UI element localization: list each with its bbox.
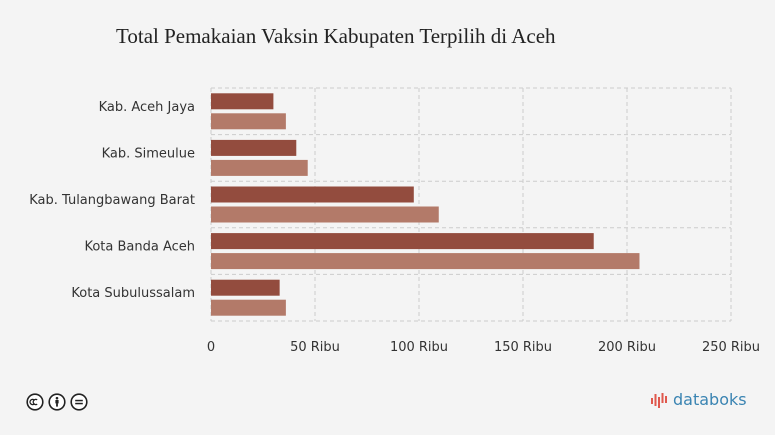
x-tick-label: 50 Ribu <box>290 340 340 355</box>
grid-layer <box>210 87 732 322</box>
x-tick-label: 150 Ribu <box>494 340 552 355</box>
x-tick-labels: 0 50 Ribu 100 Ribu 150 Ribu 200 Ribu 250 Ribu <box>207 340 760 355</box>
databoks-logo-bars-icon <box>651 392 667 408</box>
bar-series-2[interactable] <box>211 206 439 223</box>
bar-series-1[interactable] <box>211 279 280 296</box>
bar-series-1[interactable] <box>211 93 274 110</box>
x-tick-label: 250 Ribu <box>702 340 760 355</box>
bar-series-2[interactable] <box>211 113 286 130</box>
x-tick-label: 200 Ribu <box>598 340 656 355</box>
bar-series-1[interactable] <box>211 233 594 250</box>
bar-series-1[interactable] <box>211 139 297 156</box>
x-tick-label: 100 Ribu <box>390 340 448 355</box>
category-label: Kota Banda Aceh <box>84 240 195 255</box>
no-derivatives-icon <box>70 393 88 411</box>
databoks-brand: databoks <box>650 390 747 409</box>
bar-series-2[interactable] <box>211 159 308 176</box>
creative-commons-icon <box>26 393 44 411</box>
license-icons <box>26 393 88 411</box>
bar-series-2[interactable] <box>211 299 286 316</box>
bar-series-1[interactable] <box>211 186 414 203</box>
bars-layer <box>211 93 640 316</box>
category-label: Kab. Aceh Jaya <box>99 100 195 115</box>
category-labels: Kab. Aceh Jaya Kab. Simeulue Kab. Tulangba… <box>29 100 195 301</box>
chart-title: Total Pemakaian Vaksin Kabupaten Terpili… <box>116 24 556 48</box>
brand-name: databoks <box>673 390 747 409</box>
attribution-icon <box>48 393 66 411</box>
category-label: Kab. Simeulue <box>102 146 195 161</box>
x-tick-label: 0 <box>207 340 215 355</box>
bar-series-2[interactable] <box>211 253 640 270</box>
category-label: Kota Subulussalam <box>71 286 195 301</box>
category-label: Kab. Tulangbawang Barat <box>29 193 195 208</box>
